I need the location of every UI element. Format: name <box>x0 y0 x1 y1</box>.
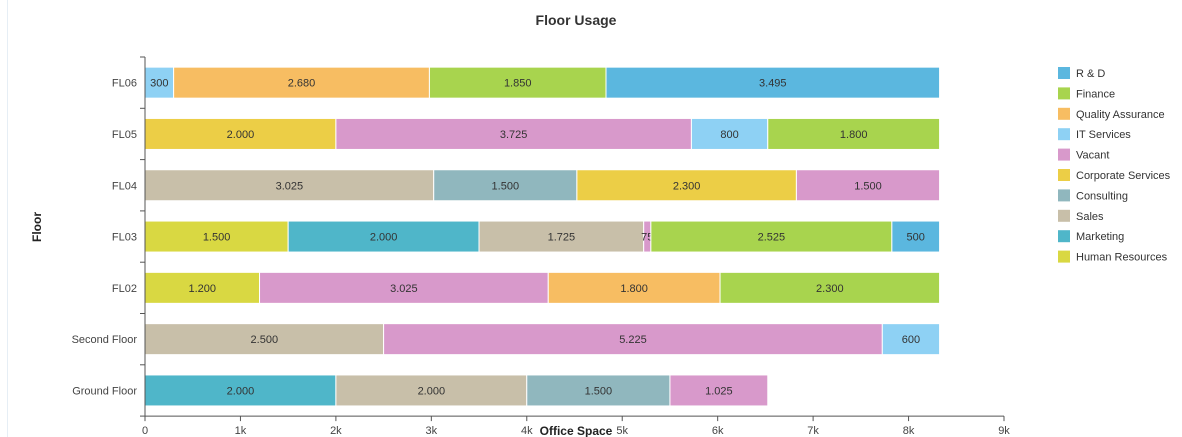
bar-label: 500 <box>907 232 925 244</box>
bar-label: 3.025 <box>276 180 304 192</box>
bar-label: 1.500 <box>585 385 613 397</box>
bar-label: 2.680 <box>288 78 316 90</box>
bar-fl03-4 <box>650 220 893 253</box>
legend-swatch <box>1058 230 1070 243</box>
legend-swatch <box>1058 250 1070 263</box>
x-tick-label: 5k <box>616 425 628 437</box>
bar-fl02-0 <box>144 271 261 304</box>
legend-item-label: Vacant <box>1076 150 1109 162</box>
bar-second-floor-1 <box>383 323 883 356</box>
y-axis-title: Floor <box>30 212 44 242</box>
bar-fl04-0 <box>144 169 435 202</box>
category-label: FL06 <box>112 78 137 90</box>
left-border <box>7 0 8 437</box>
category-label: FL05 <box>112 129 137 141</box>
category-label: Second Floor <box>72 334 138 346</box>
legend-swatch <box>1058 209 1070 222</box>
bar-label: 5.225 <box>619 334 647 346</box>
bar-ground-floor-0 <box>144 374 337 407</box>
legend-item-label: R & D <box>1076 68 1105 80</box>
bar-label: 300 <box>150 78 168 90</box>
bar-fl05-1 <box>335 117 692 150</box>
category-label: FL02 <box>112 283 137 295</box>
x-tick-label: 8k <box>903 425 915 437</box>
chart-title: Floor Usage <box>536 12 617 28</box>
bar-fl03-5 <box>891 220 941 253</box>
x-tick-label: 1k <box>235 425 247 437</box>
bar-label: 1.200 <box>189 283 217 295</box>
bar-label: 1.800 <box>840 129 868 141</box>
bar-label: 1.725 <box>548 232 576 244</box>
legend-item-label: Finance <box>1076 88 1115 100</box>
bar-label: 3.495 <box>759 78 787 90</box>
bar-fl05-0 <box>144 117 337 150</box>
category-label: FL04 <box>112 180 137 192</box>
x-tick-label: 2k <box>330 425 342 437</box>
bar-label: 2.300 <box>816 283 844 295</box>
legend-swatch <box>1058 148 1070 161</box>
bar-fl06-1 <box>173 66 430 99</box>
bar-label: 2.000 <box>227 129 255 141</box>
category-label: FL03 <box>112 232 137 244</box>
bar-label: 1.500 <box>203 232 231 244</box>
bar-label: 2.000 <box>227 385 255 397</box>
legend-swatch <box>1058 189 1070 202</box>
x-tick-label: 4k <box>521 425 533 437</box>
bar-fl02-3 <box>719 271 941 304</box>
bar-label: 2.300 <box>673 180 701 192</box>
bar-label: 75 <box>641 232 653 244</box>
category-label: Ground Floor <box>72 385 137 397</box>
bar-label: 1.500 <box>492 180 520 192</box>
bar-fl05-2 <box>690 117 769 150</box>
x-axis-title: Office Space <box>540 424 613 437</box>
x-tick-label: 3k <box>426 425 438 437</box>
bar-label: 800 <box>720 129 738 141</box>
legend-swatch <box>1058 107 1070 120</box>
legend-item-label: Corporate Services <box>1076 170 1171 182</box>
bar-label: 2.000 <box>370 232 398 244</box>
bar-fl06-0 <box>144 66 175 99</box>
bar-fl02-2 <box>547 271 721 304</box>
x-tick-label: 6k <box>712 425 724 437</box>
bar-fl03-2 <box>478 220 645 253</box>
bar-label: 3.025 <box>390 283 418 295</box>
bar-fl03-0 <box>144 220 289 253</box>
bars-layer: 300 2.680 1.850 3.495 2.000 3.725 800 1.800 3.02… <box>144 66 941 407</box>
bar-ground-floor-2 <box>526 374 671 407</box>
legend-item-label: IT Services <box>1076 129 1131 141</box>
axes-layer: FL06 FL05 FL04 FL03 FL02 Second Floor Ground F… <box>72 56 1010 437</box>
bar-label: 2.525 <box>758 232 786 244</box>
bar-label: 1.025 <box>705 385 733 397</box>
bar-ground-floor-3 <box>669 374 769 407</box>
bar-fl06-3 <box>605 66 941 99</box>
legend-item-label: Consulting <box>1076 190 1128 202</box>
bar-label: 2.000 <box>418 385 446 397</box>
legend-swatch <box>1058 128 1070 141</box>
legend-item-label: Sales <box>1076 211 1104 223</box>
bar-second-floor-2 <box>881 323 941 356</box>
legend-swatch <box>1058 169 1070 181</box>
bar-fl04-1 <box>433 169 578 202</box>
legend-item-label: Human Resources <box>1076 252 1168 264</box>
legend: R & D Finance Quality Assurance IT Services… <box>1058 67 1171 264</box>
bar-fl05-3 <box>767 117 941 150</box>
legend-swatch <box>1058 67 1070 79</box>
legend-item-label: Quality Assurance <box>1076 109 1165 121</box>
legend-swatch <box>1058 87 1070 100</box>
bar-label: 1.500 <box>854 180 882 192</box>
bar-label: 1.850 <box>504 78 532 90</box>
x-tick-label: 0 <box>142 425 148 437</box>
bar-fl04-3 <box>795 169 941 202</box>
x-tick-label: 7k <box>807 425 819 437</box>
legend-item-label: Marketing <box>1076 231 1124 243</box>
bar-ground-floor-1 <box>335 374 528 407</box>
bar-fl04-2 <box>576 169 797 202</box>
x-tick-label: 9k <box>998 425 1010 437</box>
bar-label: 2.500 <box>251 334 279 346</box>
bar-fl02-1 <box>259 271 549 304</box>
bar-label: 3.725 <box>500 129 528 141</box>
bar-label: 600 <box>902 334 920 346</box>
bar-label: 1.800 <box>620 283 648 295</box>
